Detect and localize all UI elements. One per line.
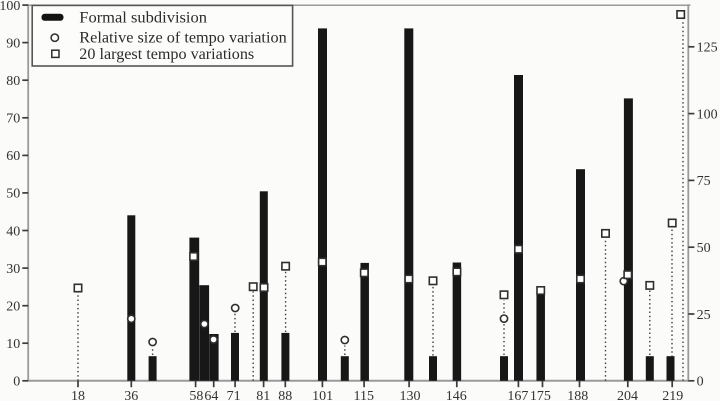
svg-text:175: 175: [530, 389, 551, 401]
svg-text:30: 30: [6, 262, 20, 277]
svg-text:50: 50: [6, 187, 20, 202]
svg-text:100: 100: [697, 107, 718, 122]
svg-text:10: 10: [6, 337, 20, 352]
svg-text:188: 188: [567, 389, 588, 401]
svg-text:88: 88: [278, 389, 292, 401]
svg-text:75: 75: [697, 174, 711, 189]
svg-text:25: 25: [697, 308, 711, 323]
svg-text:0: 0: [697, 375, 704, 390]
svg-text:101: 101: [312, 389, 333, 401]
svg-text:81: 81: [256, 389, 270, 401]
svg-text:70: 70: [6, 112, 20, 127]
svg-text:36: 36: [124, 389, 138, 401]
svg-text:167: 167: [507, 389, 528, 401]
svg-text:90: 90: [6, 36, 20, 51]
svg-text:20 largest tempo variations: 20 largest tempo variations: [79, 46, 254, 63]
svg-text:115: 115: [354, 389, 374, 401]
svg-text:80: 80: [6, 74, 20, 89]
svg-text:0: 0: [13, 375, 20, 390]
svg-text:125: 125: [697, 41, 718, 56]
svg-text:Formal subdivision: Formal subdivision: [79, 10, 207, 27]
svg-text:71: 71: [227, 389, 241, 401]
svg-text:204: 204: [617, 389, 638, 401]
svg-text:18: 18: [71, 389, 85, 401]
svg-text:40: 40: [6, 224, 20, 239]
svg-text:50: 50: [697, 241, 711, 256]
svg-text:Relative size of tempo variati: Relative size of tempo variation: [79, 30, 287, 47]
svg-text:130: 130: [400, 389, 421, 401]
svg-text:146: 146: [446, 389, 467, 401]
svg-text:60: 60: [6, 149, 20, 164]
svg-text:100: 100: [0, 0, 20, 14]
svg-text:20: 20: [6, 300, 20, 315]
svg-text:64: 64: [204, 389, 218, 401]
svg-text:219: 219: [662, 389, 683, 401]
svg-text:58: 58: [189, 389, 203, 401]
